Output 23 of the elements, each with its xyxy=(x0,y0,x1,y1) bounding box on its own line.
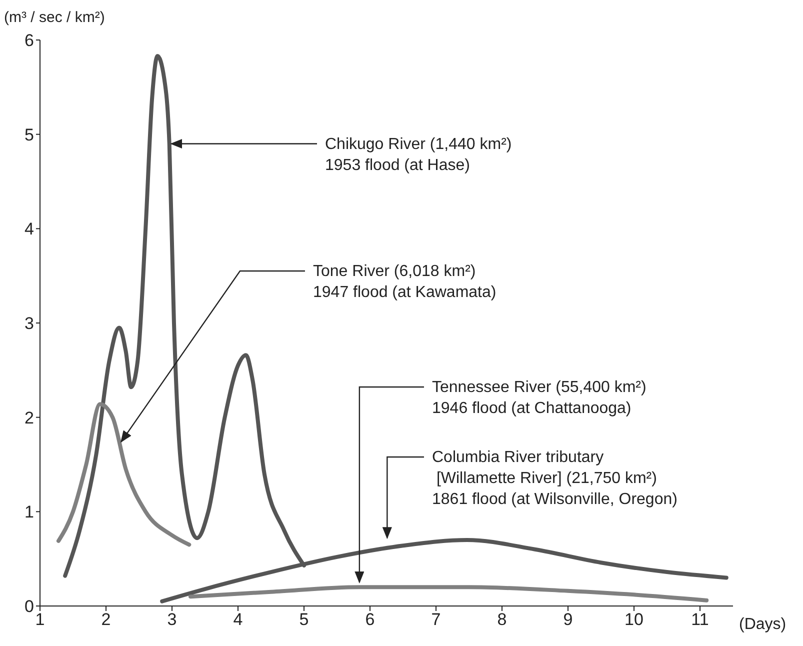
x-tick-label: 5 xyxy=(299,610,309,630)
y-tick-label: 1 xyxy=(24,502,34,522)
y-tick-label: 5 xyxy=(24,125,34,144)
annotation: Chikugo River (1,440 km²) 1953 flood (at Hase) xyxy=(325,136,512,174)
x-tick-label: 6 xyxy=(365,610,375,630)
x-tick-label: 3 xyxy=(167,610,177,630)
x-tick-label: 4 xyxy=(233,610,243,630)
x-tick-label: 7 xyxy=(431,610,441,630)
y-tick-label: 6 xyxy=(24,31,34,50)
x-tick-label: 11 xyxy=(691,610,709,630)
annotation: Tennessee River (55,400 km²) 1946 flood (at Chattanooga) xyxy=(432,379,646,417)
y-tick-label: 2 xyxy=(24,408,34,428)
x-tick-label: 2 xyxy=(101,610,111,630)
y-axis-title: (m³ / sec / km²) xyxy=(4,9,105,26)
x-tick-label: 9 xyxy=(563,610,573,630)
y-tick-label: 4 xyxy=(24,220,34,239)
x-tick-label: 8 xyxy=(497,610,507,630)
annotation: Tone River (6,018 km²) 1947 flood (at Kawamata) xyxy=(313,263,496,301)
y-tick-label: 0 xyxy=(24,597,34,616)
annotation: Columbia River tributary [Willamette River] (21,750 km²) 1861 flood (at Wilsonville, Oregon) xyxy=(432,449,678,508)
y-tick-label: 3 xyxy=(24,314,34,334)
x-tick-label: 10 xyxy=(624,610,644,630)
x-axis-title: (Days) xyxy=(739,616,786,633)
